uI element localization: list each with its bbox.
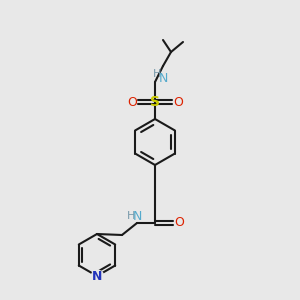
Text: H: H [127,211,135,221]
Text: O: O [173,95,183,109]
Text: H: H [153,69,161,79]
Text: N: N [158,71,168,85]
Text: S: S [150,95,160,109]
Text: O: O [174,217,184,230]
Text: O: O [127,95,137,109]
Text: N: N [92,269,102,283]
Text: N: N [132,209,142,223]
